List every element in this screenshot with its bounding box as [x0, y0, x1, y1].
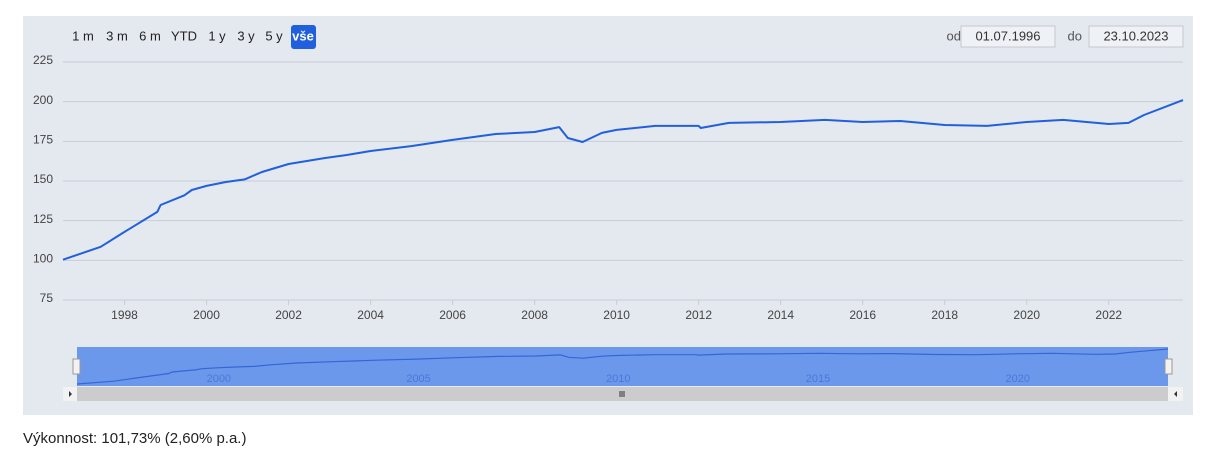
- range-button[interactable]: 6 m: [139, 28, 161, 43]
- x-tick-label: 2012: [685, 308, 712, 322]
- x-tick-label: 2004: [357, 308, 384, 322]
- y-tick-label: 175: [33, 133, 53, 147]
- range-button[interactable]: 1 y: [208, 28, 226, 43]
- range-button-bg[interactable]: [291, 25, 316, 49]
- range-button[interactable]: 3 y: [237, 28, 255, 43]
- to-label: do: [1068, 28, 1082, 43]
- navigator-handle[interactable]: [72, 358, 81, 375]
- x-tick-label: 2014: [767, 308, 794, 322]
- navigator-tick-label: 2005: [406, 373, 430, 385]
- x-tick-label: 2022: [1095, 308, 1122, 322]
- x-tick-label: 1998: [111, 308, 138, 322]
- range-button[interactable]: 1 m: [72, 28, 94, 43]
- range-button[interactable]: 5 y: [265, 28, 283, 43]
- range-button[interactable]: YTD: [171, 28, 197, 43]
- y-tick-label: 125: [33, 212, 53, 226]
- range-button[interactable]: 3 m: [106, 28, 128, 43]
- navigator-tick-label: 2020: [1006, 373, 1030, 385]
- to-input[interactable]: [1088, 25, 1184, 48]
- navigator-handle[interactable]: [1164, 358, 1173, 375]
- x-tick-label: 2008: [521, 308, 548, 322]
- y-tick-label: 225: [33, 53, 53, 67]
- x-tick-label: 2010: [603, 308, 630, 322]
- y-tick-label: 75: [40, 291, 54, 305]
- y-tick-label: 150: [33, 172, 53, 186]
- navigator-tick-label: 2010: [606, 373, 630, 385]
- navigator-series: [76, 348, 1169, 385]
- scrollbar-grip: [619, 391, 625, 397]
- x-tick-label: 2000: [193, 308, 220, 322]
- to-value[interactable]: 23.10.2023: [1103, 28, 1168, 43]
- range-button[interactable]: vše: [292, 28, 314, 43]
- x-tick-label: 2016: [849, 308, 876, 322]
- y-tick-label: 200: [33, 93, 53, 107]
- x-tick-label: 2020: [1013, 308, 1040, 322]
- from-value[interactable]: 01.07.1996: [975, 28, 1040, 43]
- x-tick-label: 2002: [275, 308, 302, 322]
- x-tick-label: 2018: [931, 308, 958, 322]
- from-label: od: [947, 28, 961, 43]
- from-input[interactable]: [960, 25, 1056, 48]
- navigator-tick-label: 2000: [207, 373, 231, 385]
- performance-text: Výkonnost: 101,73% (2,60% p.a.): [23, 430, 246, 447]
- y-tick-label: 100: [33, 252, 53, 266]
- x-tick-label: 2006: [439, 308, 466, 322]
- navigator: [63, 347, 1183, 401]
- navigator-tick-label: 2015: [806, 373, 830, 385]
- line-series: [62, 99, 1184, 261]
